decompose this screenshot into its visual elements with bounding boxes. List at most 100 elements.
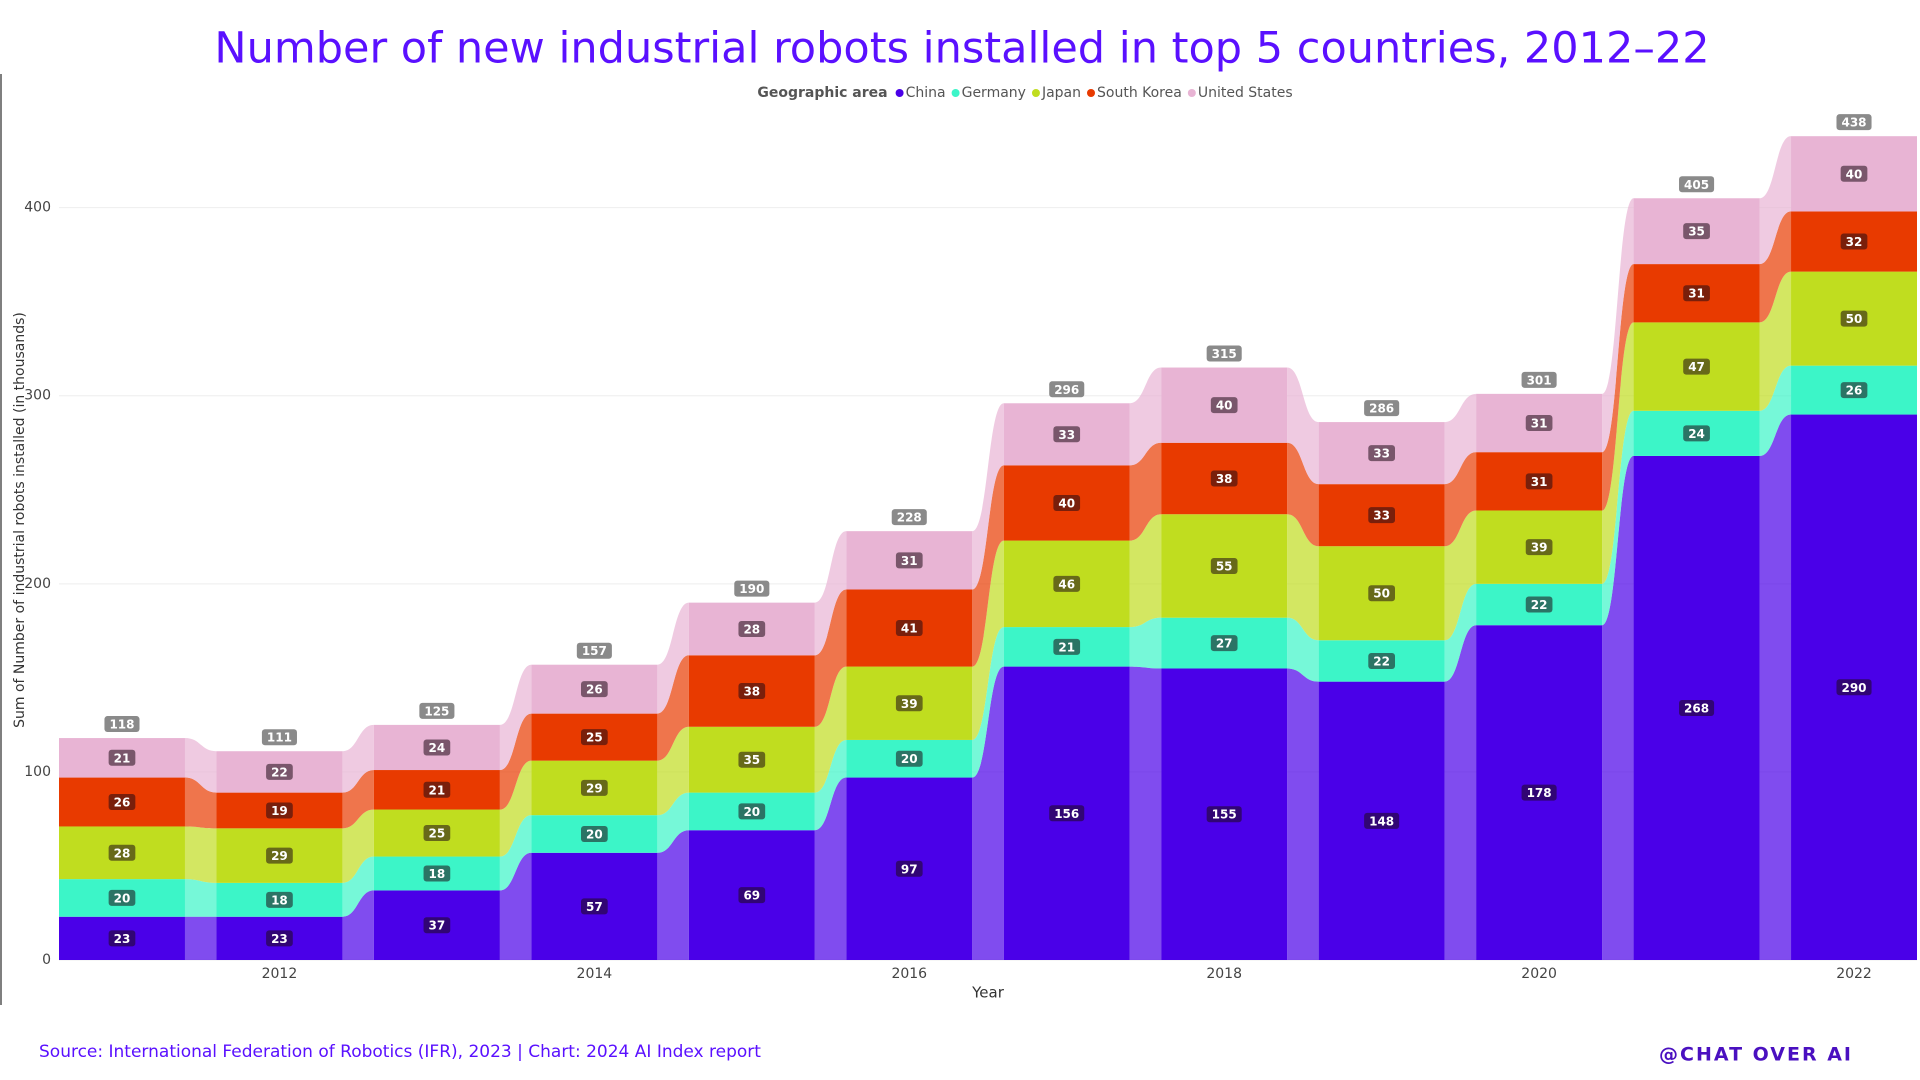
data-label-box — [423, 739, 451, 756]
data-label-text: 155 — [1212, 808, 1237, 822]
data-label: 148 — [1364, 812, 1400, 829]
total-label: 286 — [1364, 400, 1400, 417]
data-label-text: 50 — [1373, 587, 1390, 601]
data-label: 38 — [1210, 470, 1238, 487]
ribbon — [1129, 367, 1162, 466]
data-label-text: 290 — [1841, 681, 1866, 695]
data-label-text: 31 — [1688, 287, 1705, 301]
data-label: 39 — [895, 695, 923, 712]
ribbon — [1759, 136, 1792, 265]
data-label: 40 — [1210, 397, 1238, 414]
total-label-text: 438 — [1841, 116, 1866, 130]
total-label-text: 405 — [1684, 178, 1709, 192]
ribbon — [184, 738, 217, 793]
data-label-text: 21 — [114, 751, 131, 765]
data-label-box — [1053, 494, 1081, 511]
data-label-box — [1368, 445, 1395, 462]
ribbon — [814, 531, 847, 656]
total-label-text: 190 — [739, 582, 764, 596]
ribbon — [184, 777, 217, 829]
data-label: 33 — [1053, 426, 1081, 443]
ribbon — [1444, 583, 1477, 682]
data-label-text: 40 — [1846, 167, 1863, 181]
data-label-box — [1368, 507, 1395, 524]
legend-label: China — [906, 85, 946, 101]
ribbon — [499, 713, 532, 810]
data-label-box — [895, 695, 923, 712]
data-label-box — [1840, 233, 1868, 250]
ribbon — [1129, 617, 1162, 669]
data-label-text: 28 — [743, 622, 760, 636]
ribbon — [972, 540, 1004, 740]
ribbon — [1602, 264, 1634, 511]
data-label-text: 29 — [586, 781, 603, 795]
data-label-text: 35 — [743, 753, 760, 767]
data-label: 290 — [1836, 679, 1872, 696]
ribbon — [1602, 198, 1634, 453]
legend-marker — [951, 89, 960, 97]
data-label-text: 21 — [429, 783, 446, 797]
total-label: 301 — [1521, 371, 1557, 388]
data-label-box — [266, 802, 293, 819]
data-label: 46 — [1053, 575, 1081, 592]
data-label-box — [895, 750, 923, 767]
ribbon — [499, 852, 532, 960]
ribbon — [342, 809, 374, 883]
data-label-text: 31 — [1531, 475, 1548, 489]
data-label-text: 39 — [1531, 541, 1548, 555]
data-label-box — [1525, 473, 1553, 490]
total-label: 125 — [419, 702, 455, 719]
data-label-box — [1840, 165, 1868, 182]
data-label: 50 — [1368, 585, 1395, 602]
y-axis-label: Sum of Number of industrial robots insta… — [12, 312, 28, 728]
data-label-text: 23 — [271, 932, 288, 946]
total-label: 118 — [104, 716, 140, 733]
data-label: 268 — [1679, 699, 1715, 716]
data-label: 20 — [108, 889, 136, 906]
data-label-text: 40 — [1058, 496, 1075, 510]
data-label-text: 33 — [1058, 428, 1075, 442]
data-label: 21 — [108, 749, 136, 766]
labels: 23 23 37 57 69 97 156 155 148 178 268 290 20 18 18 20 20… — [104, 114, 1872, 947]
ribbon — [814, 589, 847, 727]
data-label-text: 19 — [271, 804, 288, 818]
data-label-box — [1368, 585, 1395, 602]
data-label-box — [738, 683, 766, 700]
data-label: 33 — [1368, 445, 1395, 462]
data-label-box — [1525, 415, 1553, 432]
data-label: 23 — [266, 930, 293, 947]
total-label-text: 118 — [109, 718, 134, 732]
data-label-box — [1683, 358, 1710, 375]
ribbon — [1602, 455, 1634, 960]
ribbon — [814, 739, 847, 831]
data-label: 22 — [266, 763, 293, 780]
x-tick-label: 2022 — [1836, 966, 1872, 982]
data-label-box — [108, 749, 136, 766]
data-label-text: 46 — [1058, 577, 1075, 591]
data-label-text: 178 — [1527, 786, 1552, 800]
ribbon — [1129, 514, 1162, 628]
x-tick-label: 2020 — [1521, 966, 1557, 982]
data-label-box — [423, 865, 451, 882]
ribbon — [342, 856, 374, 917]
ribbon — [499, 815, 532, 891]
data-label-text: 97 — [901, 862, 918, 876]
data-label-box — [895, 552, 923, 569]
ribbon — [972, 403, 1004, 590]
data-label-box — [738, 620, 766, 637]
data-label-text: 40 — [1216, 399, 1233, 413]
legend-marker — [1187, 89, 1196, 97]
ribbon — [1759, 414, 1792, 960]
data-label: 21 — [423, 781, 451, 798]
ribbon — [1287, 367, 1319, 485]
data-label: 26 — [1840, 382, 1868, 399]
y-tick-label: 0 — [42, 952, 51, 968]
data-label-box — [1053, 575, 1081, 592]
y-tick-label: 300 — [24, 388, 51, 404]
data-label: 31 — [1525, 415, 1553, 432]
total-label-text: 228 — [897, 511, 922, 525]
ribbon — [1287, 514, 1319, 641]
data-label-box — [108, 794, 136, 811]
total-label-box — [734, 580, 770, 597]
data-label-box — [1521, 784, 1557, 801]
